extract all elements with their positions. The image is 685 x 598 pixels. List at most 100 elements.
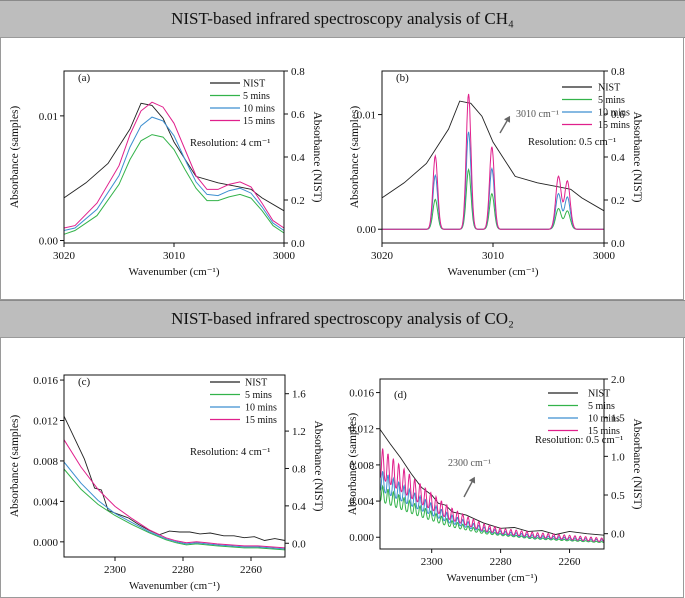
y2-tick-label: 0.8 [611, 66, 625, 78]
y2-tick-label: 0.2 [291, 195, 305, 207]
y2-tick-label: 2.0 [611, 374, 625, 386]
y2-tick-label: 0.4 [611, 152, 625, 164]
chart-b: 3020 3010 3000 0.00 0.01 0.0 0.2 0.4 0.6 0.8 Waven… [349, 66, 643, 278]
y2-tick-label: 0.0 [611, 238, 625, 250]
y-tick-label: 0.004 [33, 496, 58, 508]
co2-banner: NIST-based infrared spectroscopy analysi… [0, 300, 685, 338]
callout-arrow [463, 481, 473, 498]
legend-entry: 10 mins [245, 403, 277, 414]
y2-tick-label: 0.0 [292, 538, 306, 550]
y-tick-label: 0.01 [39, 111, 58, 123]
x-tick-label: 3000 [273, 250, 296, 262]
series-line-NIST [63, 102, 285, 212]
x-tick-label: 3010 [163, 250, 186, 262]
x-axis-label: Wavenumber (cm⁻¹) [447, 572, 538, 584]
chart-a: 3020 3010 3000 0.00 0.01 0.0 0.2 0.4 0.6 0.8 Waven… [9, 66, 323, 278]
x-tick-label: 3000 [593, 250, 616, 262]
legend-entry: 15 mins [245, 415, 277, 426]
peak-callout: 2300 cm⁻¹ [448, 458, 491, 469]
series-line-10-mins [379, 471, 605, 543]
y2-tick-label: 1.5 [611, 413, 625, 425]
y-axis-label: Absorbance (samples) [347, 413, 359, 516]
y2-tick-label: 0.0 [611, 529, 625, 541]
y2-axis-label: Absorbance (NIST) [631, 418, 643, 509]
y-tick-label: 0.016 [33, 375, 58, 387]
y-tick-label: 0.016 [349, 388, 374, 400]
panel-label: (c) [78, 376, 91, 388]
legend-entry: 15 mins [243, 116, 275, 127]
y-tick-label: 0.00 [39, 236, 59, 248]
series-line-15-mins [379, 448, 605, 543]
legend-entry: 10 mins [588, 414, 620, 425]
y2-tick-label: 0.8 [291, 66, 305, 78]
legend-entry: 5 mins [598, 95, 625, 106]
y-tick-label: 0.004 [349, 496, 374, 508]
x-tick-label: 3020 [53, 250, 76, 262]
callout-arrow [499, 120, 508, 134]
resolution-annotation: Resolution: 0.5 cm⁻¹ [528, 137, 616, 148]
ch4-banner-title: NIST-based infrared spectroscopy analysi… [171, 9, 514, 28]
series-line-5-mins [63, 134, 285, 235]
y2-tick-label: 0.4 [291, 152, 305, 164]
series-line-15-mins [63, 101, 285, 229]
x-tick-label: 2280 [172, 564, 195, 576]
x-tick-label: 2280 [490, 556, 512, 568]
legend-entry: 10 mins [243, 104, 275, 115]
series-line-NIST [379, 429, 605, 536]
legend-entry: 15 mins [598, 120, 630, 131]
legend-entry: NIST [588, 389, 610, 400]
y-tick-label: 0.00 [357, 224, 377, 236]
y2-tick-label: 0.2 [611, 195, 625, 207]
x-tick-label: 3020 [371, 250, 394, 262]
series-line-5-mins [63, 468, 286, 551]
plot-frame [63, 374, 286, 558]
y2-tick-label: 0.8 [292, 463, 306, 475]
y-tick-label: 0.000 [349, 532, 374, 544]
co2-banner-title: NIST-based infrared spectroscopy analysi… [171, 309, 514, 328]
x-tick-label: 2260 [240, 564, 263, 576]
legend-entry: NIST [598, 83, 620, 94]
y2-tick-label: 1.6 [292, 389, 306, 401]
y-tick-label: 0.012 [349, 424, 374, 436]
ch4-panel-frame [0, 37, 684, 300]
resolution-annotation: Resolution: 4 cm⁻¹ [190, 447, 270, 458]
legend-entry: NIST [245, 378, 267, 389]
y-axis-label: Absorbance (samples) [9, 415, 21, 518]
y2-tick-label: 1.0 [611, 451, 625, 463]
x-axis-label: Wavenumber (cm⁻¹) [448, 266, 539, 278]
series-line-15-mins [382, 93, 604, 230]
y2-axis-label: Absorbance (NIST) [631, 111, 643, 202]
y-tick-label: 0.01 [357, 110, 376, 122]
chart-c: 2300 2280 2260 0.000 0.004 0.008 0.012 0.016 0.0… [9, 374, 324, 592]
y-tick-label: 0.008 [33, 456, 58, 468]
y2-tick-label: 0.5 [611, 490, 625, 502]
series-line-15-mins [63, 439, 286, 549]
legend-entry: 5 mins [243, 91, 270, 102]
panel-label: (d) [394, 389, 407, 401]
resolution-annotation: Resolution: 0.5 cm⁻¹ [535, 435, 623, 446]
y-tick-label: 0.000 [33, 537, 58, 549]
y-tick-label: 0.008 [349, 460, 374, 472]
peak-callout: 3010 cm⁻¹ [516, 109, 559, 120]
y2-tick-label: 1.2 [292, 426, 306, 438]
y2-tick-label: 0.4 [292, 501, 306, 513]
chart-d: 2300 2280 2260 0.000 0.004 0.008 0.012 0.016 0.0… [347, 374, 643, 584]
legend-entry: NIST [243, 79, 265, 90]
x-axis-label: Wavenumber (cm⁻¹) [129, 580, 220, 592]
callout-arrowhead [503, 115, 511, 123]
legend-entry: 10 mins [598, 108, 630, 119]
series-line-10-mins [63, 461, 286, 550]
ch4-banner: NIST-based infrared spectroscopy analysi… [0, 0, 685, 38]
callout-arrowhead [468, 476, 476, 484]
y-axis-label: Absorbance (samples) [9, 106, 21, 209]
legend-entry: 5 mins [245, 390, 272, 401]
y-tick-label: 0.012 [33, 416, 58, 428]
y2-axis-label: Absorbance (NIST) [311, 111, 323, 202]
x-tick-label: 2260 [559, 556, 582, 568]
x-tick-label: 2300 [104, 564, 127, 576]
legend-entry: 15 mins [588, 426, 620, 437]
series-line-NIST [63, 415, 286, 541]
y2-tick-label: 0.6 [611, 109, 625, 121]
resolution-annotation: Resolution: 4 cm⁻¹ [190, 138, 270, 149]
panel-label: (b) [396, 72, 409, 84]
